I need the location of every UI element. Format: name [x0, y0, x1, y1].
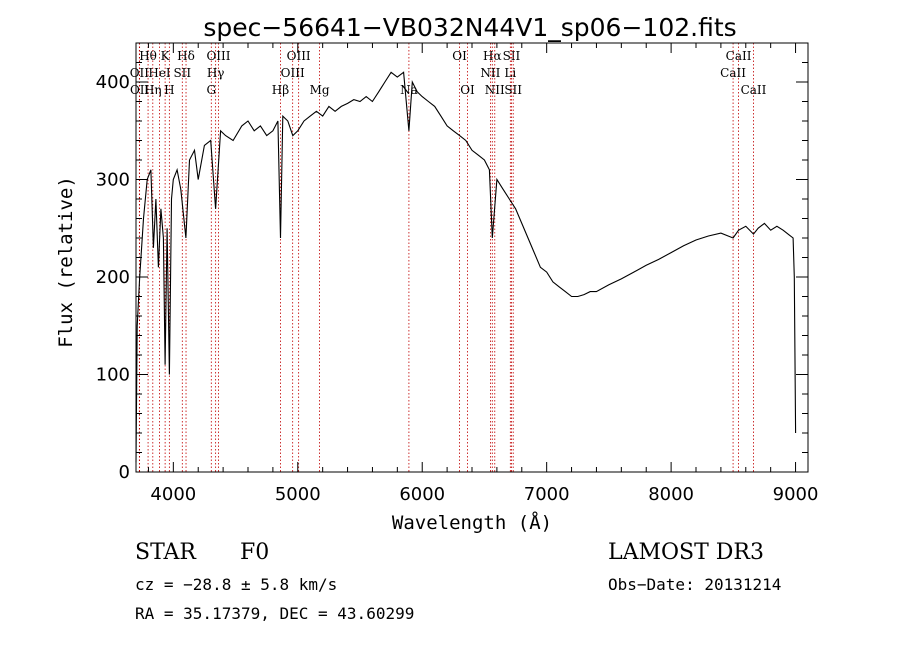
line-label-20: G: [206, 83, 216, 97]
y-tick-label: 300: [96, 170, 130, 191]
x-tick-label: 7000: [524, 484, 570, 505]
line-label-16: CaII: [720, 66, 746, 80]
line-label-2: Hδ: [177, 49, 195, 63]
line-label-4: OIII: [287, 49, 311, 63]
line-label-1: K: [161, 49, 171, 63]
line-label-21: Hβ: [272, 83, 289, 97]
line-label-18: Hη: [144, 83, 162, 97]
line-label-14: NII: [480, 66, 500, 80]
coordinates: RA = 35.17379, DEC = 43.60299: [135, 604, 415, 623]
line-label-13: OIII: [281, 66, 305, 80]
x-tick-label: 4000: [150, 484, 196, 505]
y-tick-label: 400: [96, 72, 130, 93]
line-label-6: Hα: [483, 49, 502, 63]
y-axis-label: Flux (relative): [55, 176, 77, 348]
x-axis-label: Wavelength (Å): [392, 511, 552, 534]
line-label-8: CaII: [726, 49, 752, 63]
line-label-27: CaII: [741, 83, 767, 97]
x-tick-label: 8000: [648, 484, 694, 505]
line-label-9: OII: [130, 66, 150, 80]
y-tick-label: 200: [96, 267, 130, 288]
radial-velocity: cz = −28.8 ± 5.8 km/s: [135, 575, 338, 594]
axis-ticks: 4000 5000 6000 7000 8000 9000 0 100 200 300 400: [96, 42, 819, 505]
x-tick-label: 9000: [773, 484, 819, 505]
y-tick-label: 100: [96, 365, 130, 386]
line-label-0: Hθ: [139, 49, 157, 63]
line-label-10: HeI: [148, 66, 171, 80]
plot-frame: [135, 42, 809, 473]
spectrum-line: [135, 71, 797, 463]
x-tick-label: 6000: [399, 484, 445, 505]
line-label-22: Mg: [310, 83, 330, 97]
chart-title: spec−56641−VB032N44V1_sp06−102.fits: [203, 13, 736, 42]
line-label-7: SII: [503, 49, 521, 63]
line-label-5: OI: [452, 49, 467, 63]
line-label-24: OI: [460, 83, 475, 97]
line-label-17: OII: [130, 83, 150, 97]
line-label-25: NII: [485, 83, 505, 97]
object-class: STAR: [135, 540, 196, 565]
line-label-12: Hγ: [207, 66, 225, 80]
survey-name: LAMOST DR3: [608, 540, 764, 565]
line-label-19: H: [164, 83, 174, 97]
observation-date: Obs−Date: 20131214: [608, 575, 782, 594]
line-label-26: SII: [504, 83, 522, 97]
y-tick-label: 0: [119, 462, 130, 483]
x-tick-label: 5000: [275, 484, 321, 505]
line-label-15: Li: [504, 66, 516, 80]
object-subclass: F0: [240, 540, 270, 565]
line-label-11: SII: [173, 66, 191, 80]
line-label-23: Na: [400, 83, 418, 97]
line-label-3: OIII: [206, 49, 230, 63]
